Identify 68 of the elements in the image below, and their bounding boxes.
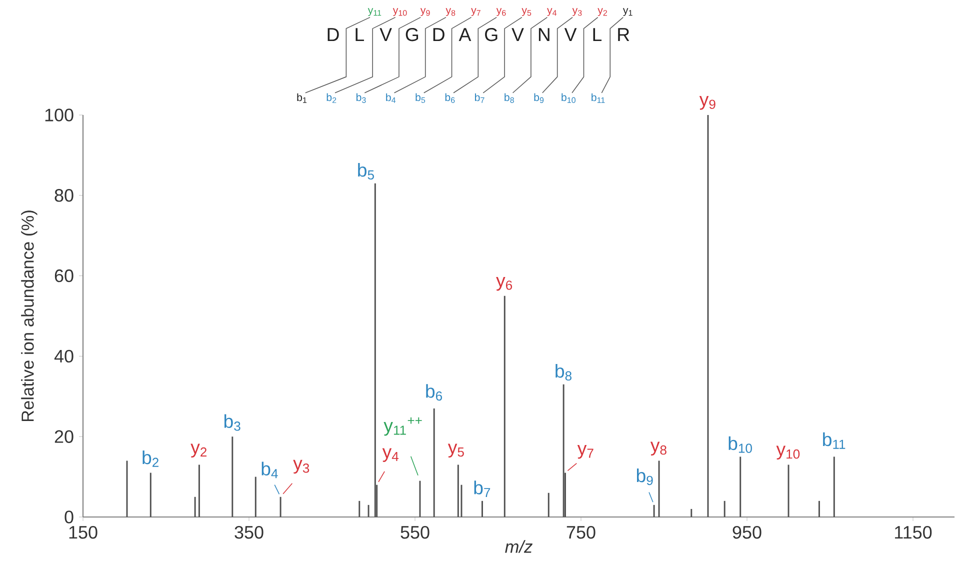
text: L (593, 28, 602, 42)
annotation: y$_{2}$ (190, 444, 207, 458)
text: R (618, 28, 630, 42)
text: G (406, 28, 418, 42)
y-tick-label: 20 (54, 430, 74, 443)
text: V (564, 28, 577, 42)
annotation: b$_{11}$ (823, 432, 846, 449)
x-tick-label: 750 (566, 526, 596, 539)
text: L (356, 28, 364, 42)
annotation: y$_{5}$ (448, 444, 464, 458)
text: N (538, 28, 550, 42)
text: D (328, 28, 339, 42)
annotation: y$_{4}$ (382, 448, 399, 462)
annotation: b$_{3}$ (224, 414, 240, 431)
text: y$_{1}$ (622, 8, 632, 16)
y-tick-label: 100 (45, 108, 74, 122)
x-axis-title: m/z (505, 540, 532, 553)
text: b$_{4}$ (386, 93, 396, 103)
text: V (512, 28, 524, 42)
annotation: y$_{10}$ (776, 446, 800, 460)
text: y$_{9}$ (420, 8, 430, 16)
text: G (485, 28, 498, 42)
text: A (458, 28, 472, 42)
x-tick-label: 150 (69, 526, 98, 539)
text: y$_{11}$ (368, 8, 382, 16)
annotation: b$_{2}$ (142, 450, 158, 467)
x-tick-label: 350 (234, 526, 264, 539)
annotation: b$_{6}$ (426, 384, 442, 401)
annotation: b$_{7}$ (474, 480, 490, 498)
annotation: y$_{9}$ (699, 96, 716, 110)
text: y$_{6}$ (496, 8, 506, 16)
y-tick-label: 40 (54, 350, 74, 363)
annotation: y$_{7}$ (577, 445, 594, 459)
text: b$_{2}$ (326, 93, 336, 103)
x-tick-label: 950 (732, 526, 762, 539)
text: V (380, 28, 392, 42)
annotation: b$_{8}$ (556, 364, 572, 381)
annotation: y$_{11}$++ (384, 417, 422, 436)
annotation: y$_{8}$ (650, 442, 666, 456)
text: b$_{10}$ (562, 93, 576, 103)
annotation: y$_{6}$ (496, 276, 512, 291)
annotation: b$_{9}$ (636, 468, 653, 486)
text: b$_{1}$ (297, 93, 307, 103)
annotation: b$_{4}$ (262, 462, 278, 478)
y-tick-label: 0 (64, 510, 74, 524)
text: b$_{9}$ (534, 93, 544, 103)
annotation: b$_{10}$ (728, 436, 752, 453)
text: b$_{5}$ (416, 93, 426, 103)
annotation: y$_{3}$ (293, 460, 310, 474)
text: b$_{11}$ (592, 93, 605, 103)
y-tick-label: 80 (54, 189, 74, 202)
text: y$_{8}$ (446, 8, 456, 16)
text: y$_{5}$ (522, 8, 532, 16)
text: y$_{2}$ (598, 8, 607, 16)
text: y$_{10}$ (392, 8, 407, 16)
text: b$_{3}$ (356, 93, 366, 103)
text: y$_{7}$ (471, 8, 480, 16)
text: b$_{6}$ (445, 93, 455, 103)
x-tick-label: 550 (400, 526, 430, 539)
x-tick-label: 1150 (895, 526, 932, 539)
text: D (433, 28, 444, 42)
text: y$_{4}$ (547, 8, 557, 16)
text: b$_{8}$ (504, 93, 514, 103)
y-tick-label: 60 (54, 269, 74, 282)
text: y$_{3}$ (572, 8, 582, 16)
y-axis-title: Relative ion abundance (%) (21, 210, 38, 422)
annotation: b$_{5}$ (358, 163, 374, 180)
text: b$_{7}$ (474, 93, 484, 103)
